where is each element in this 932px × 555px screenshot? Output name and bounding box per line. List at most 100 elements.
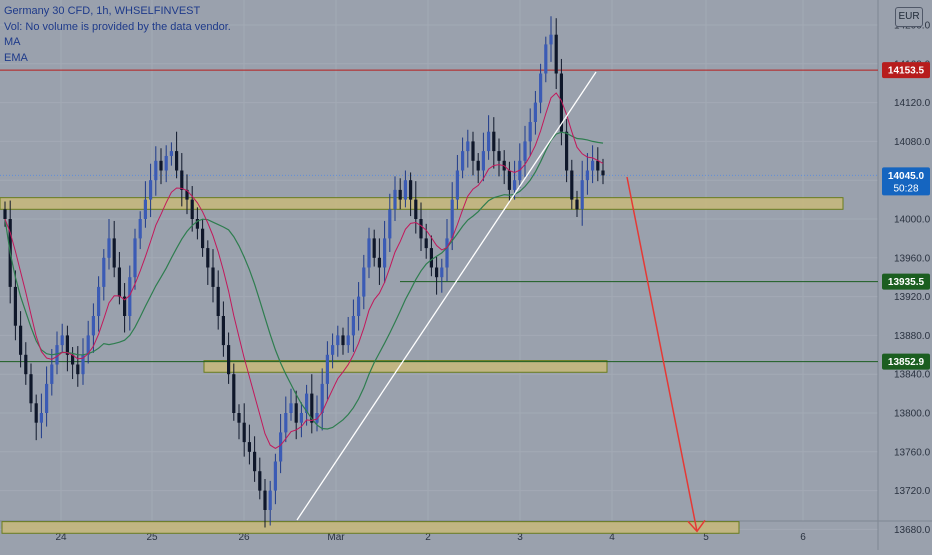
candle-body (154, 160, 158, 181)
candle-body (201, 228, 205, 249)
candle-body (294, 403, 298, 423)
candle-body (185, 189, 189, 200)
price-tick-label: 13680.0 (894, 525, 931, 536)
candle-body (39, 413, 43, 423)
candle-body (492, 131, 496, 152)
price-tag-countdown: 50:28 (893, 183, 918, 194)
chart-legend: Germany 30 CFD, 1h, WHSELFINVEST Vol: No… (4, 4, 231, 66)
candle-body (299, 413, 303, 423)
candle-body (19, 325, 23, 355)
price-tag-label: 14153.5 (888, 66, 925, 77)
candle-body (403, 180, 407, 200)
projection-arrow[interactable] (626, 176, 698, 532)
support-zone[interactable] (203, 360, 608, 373)
projection-arrow-head (687, 519, 706, 533)
candle-body (424, 238, 428, 249)
candle-body (409, 180, 413, 200)
candle-body (107, 238, 111, 258)
candle-body (388, 209, 392, 239)
candle-body (310, 393, 314, 423)
candle-body (50, 364, 54, 384)
candle-body (279, 432, 283, 462)
time-tick-label: 25 (146, 532, 158, 543)
price-tick-label: 13760.0 (894, 447, 931, 458)
candle-body (596, 160, 600, 171)
price-tag[interactable] (882, 353, 930, 370)
candle-body (325, 354, 329, 384)
candle-body (263, 490, 267, 510)
ema-line[interactable] (4, 92, 604, 449)
price-tick-label: 13920.0 (894, 292, 931, 303)
trend-line[interactable] (296, 71, 597, 521)
candle-body (393, 189, 397, 210)
price-tick-label: 14000.0 (894, 215, 931, 226)
legend-ema[interactable]: EMA (4, 51, 28, 64)
candle-body (367, 238, 371, 268)
candle-body (481, 151, 485, 171)
candle-body (507, 170, 511, 190)
candle-body (55, 345, 59, 365)
candle-body (461, 151, 465, 171)
candle-body (528, 122, 532, 142)
candle-body (544, 44, 548, 74)
candle-body (29, 374, 33, 404)
candle-body (34, 403, 38, 423)
candle-body (398, 189, 402, 200)
candle-body (76, 364, 80, 375)
candle-body (227, 345, 231, 375)
candle-body (585, 170, 589, 181)
ma-line[interactable] (4, 131, 604, 430)
price-tag[interactable] (882, 167, 930, 196)
currency-button[interactable]: EUR (895, 7, 923, 27)
price-tick-label: 13840.0 (894, 370, 931, 381)
candle-body (91, 316, 95, 336)
time-tick-label: 24 (55, 532, 67, 543)
candle-body (284, 413, 288, 433)
candle-body (216, 286, 220, 316)
candle-body (258, 471, 262, 491)
candle-body (195, 219, 199, 229)
candle-body (523, 141, 527, 161)
time-tick-label: 5 (703, 532, 709, 543)
candle-body (45, 383, 49, 413)
candle-body (315, 413, 319, 423)
time-tick-label: 6 (800, 532, 806, 543)
candle-body (71, 354, 75, 365)
candle-body (513, 180, 517, 190)
candle-body (24, 354, 28, 375)
candle-body (242, 422, 246, 443)
candle-body (305, 393, 309, 413)
candle-body (601, 170, 605, 176)
candle-body (533, 102, 537, 122)
time-tick-label: Mar (327, 532, 345, 543)
candle-body (237, 413, 241, 423)
legend-volume-note: Vol: No volume is provided by the data v… (4, 20, 231, 33)
candle-body (143, 199, 147, 219)
candle-body (377, 257, 381, 268)
time-tick-label: 2 (425, 532, 431, 543)
price-tag[interactable] (882, 62, 930, 79)
candle-body (247, 442, 251, 452)
legend-title: Germany 30 CFD, 1h, WHSELFINVEST (4, 5, 201, 17)
price-tag[interactable] (882, 273, 930, 290)
legend-ma[interactable]: MA (4, 36, 21, 48)
candle-body (362, 267, 366, 297)
time-tick-label: 4 (609, 532, 615, 543)
candle-body (591, 160, 595, 171)
price-tag-label: 14045.0 (888, 171, 925, 182)
candle-body (180, 170, 184, 190)
candle-body (497, 151, 501, 161)
candle-body (190, 199, 194, 219)
candle-body (117, 267, 121, 297)
price-tag-label: 13852.9 (888, 357, 925, 368)
candle-body (320, 383, 324, 413)
candle-body (419, 219, 423, 239)
candle-body (429, 248, 433, 268)
support-zone[interactable] (1, 521, 740, 534)
price-tick-label: 14120.0 (894, 98, 931, 109)
candle-body (383, 238, 387, 268)
candle-body (159, 160, 163, 171)
